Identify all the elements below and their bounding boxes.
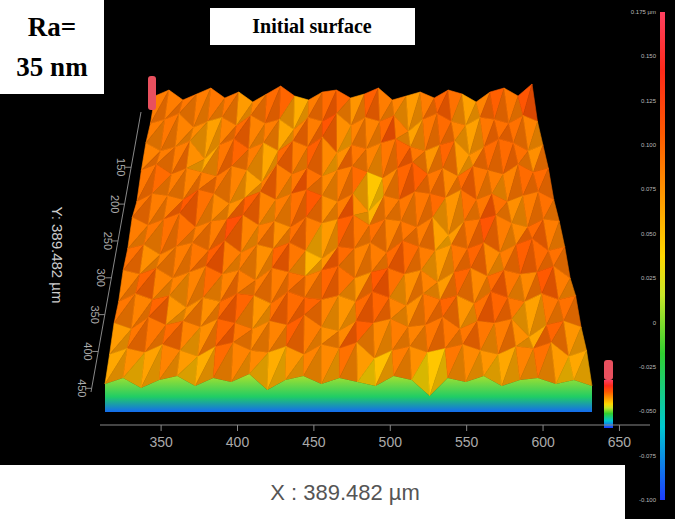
svg-text:350: 350 — [149, 434, 173, 450]
svg-text:-0.025: -0.025 — [639, 364, 657, 370]
svg-text:0.100: 0.100 — [641, 142, 657, 148]
svg-text:400: 400 — [226, 434, 250, 450]
svg-text:250: 250 — [102, 232, 114, 250]
svg-text:0.125: 0.125 — [641, 98, 657, 104]
svg-text:200: 200 — [109, 195, 121, 213]
svg-text:0.025: 0.025 — [641, 275, 657, 281]
svg-text:650: 650 — [608, 434, 632, 450]
svg-text:600: 600 — [531, 434, 555, 450]
svg-text:400: 400 — [82, 342, 94, 360]
svg-text:Y: 389.482 µm: Y: 389.482 µm — [49, 206, 66, 303]
svg-text:-0.100: -0.100 — [639, 497, 657, 503]
svg-text:0.150: 0.150 — [641, 53, 657, 59]
svg-text:150: 150 — [115, 158, 127, 176]
svg-text:450: 450 — [302, 434, 326, 450]
svg-text:0.175 µm: 0.175 µm — [631, 9, 656, 15]
svg-text:-0.050: -0.050 — [639, 408, 657, 414]
svg-text:0: 0 — [653, 320, 657, 326]
svg-text:Ra=: Ra= — [28, 12, 76, 42]
svg-text:500: 500 — [379, 434, 403, 450]
svg-text:0.050: 0.050 — [641, 231, 657, 237]
svg-text:0.075: 0.075 — [641, 186, 657, 192]
svg-text:350: 350 — [89, 305, 101, 323]
svg-text:Initial surface: Initial surface — [252, 15, 372, 37]
svg-text:35 nm: 35 nm — [16, 52, 88, 82]
svg-text:550: 550 — [455, 434, 479, 450]
svg-text:300: 300 — [95, 269, 107, 287]
svg-text:450: 450 — [76, 379, 88, 397]
svg-text:X : 389.482 µm: X : 389.482 µm — [270, 480, 420, 505]
svg-text:-0.075: -0.075 — [639, 453, 657, 459]
